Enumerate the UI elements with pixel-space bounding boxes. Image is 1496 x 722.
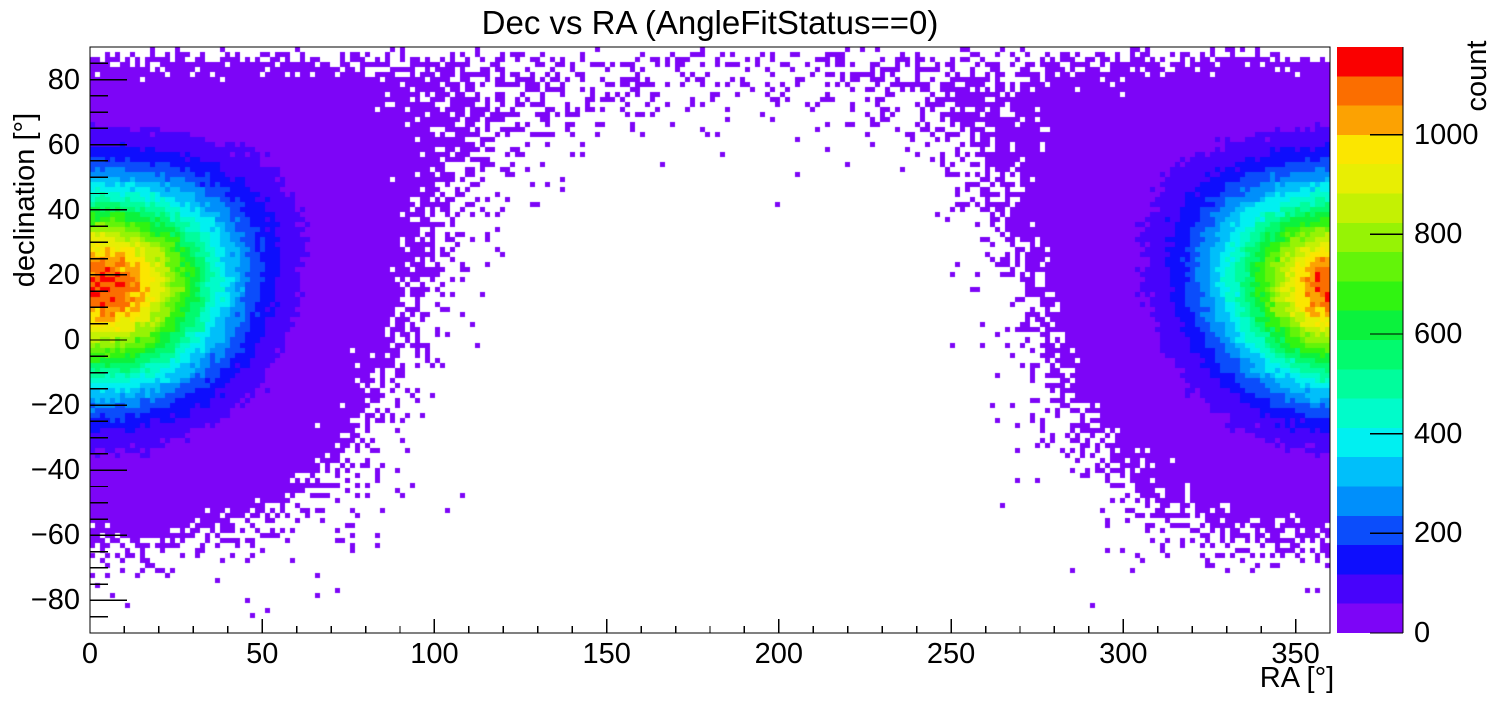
colorbar-band (1337, 105, 1403, 135)
colorbar-band (1337, 486, 1403, 516)
colorbar-band (1337, 134, 1403, 165)
colorbar-band (1337, 457, 1403, 487)
colorbar-band (1337, 369, 1403, 399)
colorbar-band (1337, 545, 1403, 575)
x-axis-title: RA [°] (1259, 662, 1335, 694)
x-tick-label-350: 350 (1271, 638, 1320, 670)
colorbar-band (1337, 574, 1403, 604)
x-tick-label-100: 100 (410, 638, 459, 670)
y-tick-label--60: −60 (30, 519, 80, 552)
y-tick-label--20: −20 (30, 389, 80, 422)
colorbar-band (1337, 603, 1403, 633)
colorbar-tick-label-600: 600 (1414, 318, 1463, 351)
y-tick-label--80: −80 (30, 584, 80, 617)
colorbar-tick-label-0: 0 (1414, 617, 1431, 649)
colorbar-tick-label-400: 400 (1414, 417, 1463, 450)
colorbar-title: count (1461, 40, 1493, 112)
heatmap-canvas (90, 47, 1330, 633)
x-tick-label-50: 50 (246, 638, 279, 670)
colorbar-band (1337, 164, 1403, 194)
colorbar-tick-label-800: 800 (1414, 218, 1463, 251)
y-tick-label-40: 40 (47, 193, 80, 226)
y-tick-label-60: 60 (47, 128, 80, 161)
colorbar-band (1337, 398, 1403, 428)
y-tick-label-80: 80 (47, 63, 80, 96)
x-tick-label-250: 250 (926, 638, 976, 670)
plot-frame (89, 46, 1331, 634)
colorbar-band (1337, 340, 1403, 370)
colorbar-band (1337, 252, 1403, 282)
colorbar-tick-label-200: 200 (1414, 517, 1463, 550)
colorbar-band (1337, 222, 1403, 253)
x-tick-label-150: 150 (582, 638, 631, 670)
x-tick-label-200: 200 (754, 638, 804, 670)
x-tick-label-300: 300 (1099, 638, 1148, 670)
colorbar-band (1337, 515, 1403, 546)
colorbar-band (1337, 193, 1403, 223)
colorbar-band (1337, 76, 1403, 106)
y-tick-label-0: 0 (63, 324, 80, 356)
colorbar-band (1337, 281, 1403, 311)
chart-title: Dec vs RA (AngleFitStatus==0) (481, 4, 939, 41)
y-tick-label--40: −40 (30, 454, 80, 487)
y-tick-label-20: 20 (47, 258, 80, 291)
x-tick-label-0: 0 (81, 638, 99, 670)
colorbar-band (1337, 427, 1403, 458)
colorbar-tick-label-1000: 1000 (1414, 118, 1479, 151)
colorbar-band (1337, 47, 1403, 77)
colorbar-band (1337, 310, 1403, 340)
